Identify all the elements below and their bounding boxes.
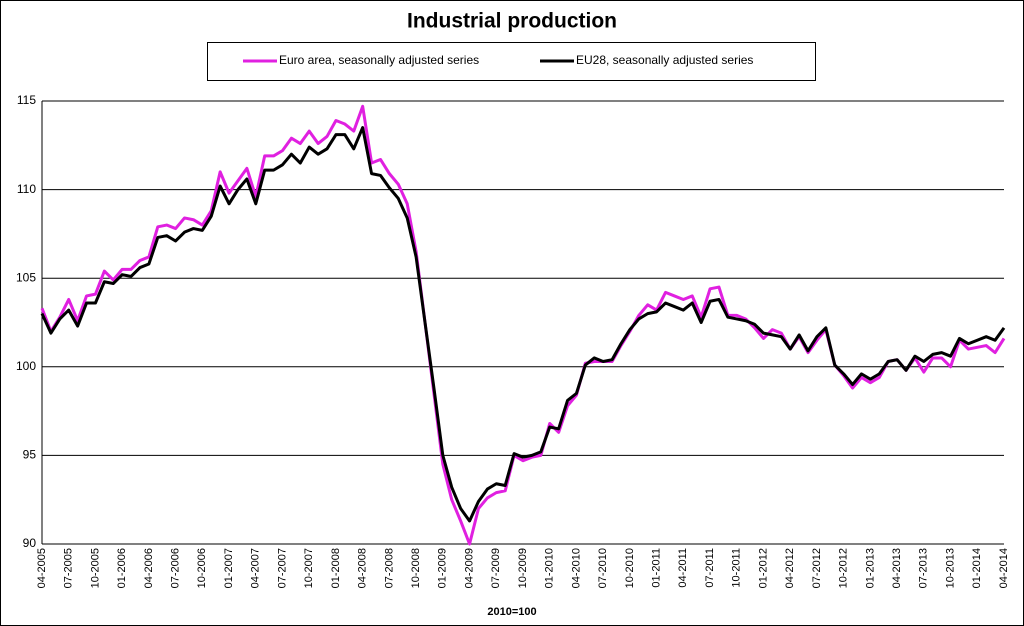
x-tick-label: 04-2006 <box>143 548 155 588</box>
x-axis-label: 2010=100 <box>487 606 536 618</box>
y-tick-label: 90 <box>23 536 37 550</box>
y-tick-label: 95 <box>23 448 37 462</box>
x-tick-label: 10-2010 <box>624 548 636 588</box>
y-tick-label: 105 <box>16 270 36 284</box>
x-tick-label: 04-2008 <box>357 548 369 588</box>
x-tick-label: 07-2012 <box>811 548 823 588</box>
x-tick-label: 04-2012 <box>784 548 796 588</box>
legend-label: EU28, seasonally adjusted series <box>576 53 753 67</box>
x-tick-label: 10-2008 <box>410 548 422 588</box>
y-tick-label: 100 <box>16 359 36 373</box>
x-tick-label: 01-2011 <box>651 548 663 588</box>
x-tick-label: 01-2008 <box>330 548 342 588</box>
x-tick-label: 04-2013 <box>891 548 903 588</box>
x-tick-label: 07-2011 <box>704 548 716 588</box>
x-tick-label: 07-2013 <box>918 548 930 588</box>
x-tick-label: 10-2011 <box>731 548 743 588</box>
x-tick-label: 10-2007 <box>303 548 315 588</box>
x-tick-label: 01-2014 <box>971 548 983 588</box>
x-tick-label: 07-2007 <box>276 548 288 588</box>
x-tick-label: 04-2010 <box>570 548 582 588</box>
chart-title: Industrial production <box>407 10 617 33</box>
x-tick-label: 04-2005 <box>36 548 48 588</box>
x-tick-label: 01-2009 <box>437 548 449 588</box>
x-tick-label: 10-2005 <box>89 548 101 588</box>
x-tick-label: 04-2011 <box>677 548 689 588</box>
x-tick-label: 07-2009 <box>490 548 502 588</box>
x-tick-label: 07-2006 <box>170 548 182 588</box>
x-tick-label: 07-2005 <box>63 548 75 588</box>
x-tick-label: 10-2013 <box>944 548 956 588</box>
x-tick-label: 01-2006 <box>116 548 128 588</box>
legend-label: Euro area, seasonally adjusted series <box>279 53 479 67</box>
x-tick-label: 07-2008 <box>383 548 395 588</box>
x-tick-label: 04-2007 <box>250 548 262 588</box>
x-tick-label: 07-2010 <box>597 548 609 588</box>
series-line <box>40 126 1006 523</box>
x-tick-label: 10-2012 <box>838 548 850 588</box>
x-tick-label: 01-2010 <box>544 548 556 588</box>
x-tick-label: 01-2013 <box>864 548 876 588</box>
legend-box <box>207 42 816 81</box>
x-tick-label: 10-2009 <box>517 548 529 588</box>
x-tick-label: 04-2009 <box>463 548 475 588</box>
x-tick-label: 01-2012 <box>757 548 769 588</box>
x-tick-label: 04-2014 <box>998 548 1010 588</box>
x-tick-label: 10-2006 <box>196 548 208 588</box>
x-tick-label: 01-2007 <box>223 548 235 588</box>
y-tick-label: 110 <box>17 182 36 196</box>
y-tick-label: 115 <box>17 93 36 107</box>
